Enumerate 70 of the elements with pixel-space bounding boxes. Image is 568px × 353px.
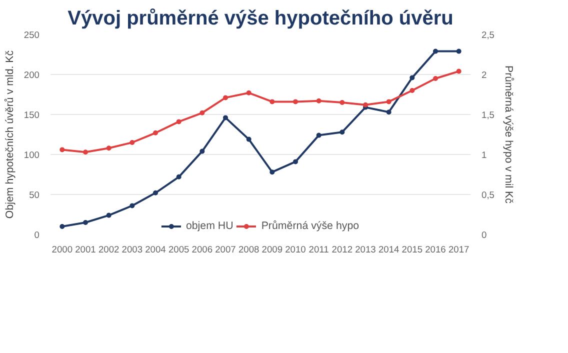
- x-tick-label: 2002: [98, 244, 120, 254]
- point: [130, 140, 135, 145]
- y-tick-label: 50: [29, 190, 40, 200]
- y2-tick-label: 2: [482, 70, 487, 80]
- legend-label: Průměrná výše hypo: [261, 220, 360, 232]
- point: [433, 48, 438, 54]
- x-tick-label: 2007: [215, 244, 236, 254]
- x-tick-label: 2000: [52, 244, 73, 254]
- y2-tick-label: 0,5: [482, 190, 494, 200]
- point: [130, 203, 135, 208]
- y2-tick-label: 2,5: [482, 30, 494, 40]
- y-tick-label: 150: [24, 110, 40, 120]
- point: [293, 99, 298, 104]
- x-tick-label: 2012: [332, 244, 353, 254]
- legend-label: objem HU: [186, 220, 234, 232]
- x-tick-label: 2008: [238, 244, 260, 254]
- point: [270, 170, 275, 175]
- y-tick-label: 200: [24, 70, 40, 80]
- x-tick-label: 2006: [192, 244, 213, 254]
- point: [176, 174, 182, 180]
- point: [456, 48, 462, 54]
- x-tick-label: 2014: [378, 244, 400, 254]
- x-tick-label: 2011: [308, 244, 329, 254]
- y-tick-label: 0: [34, 230, 40, 240]
- x-tick-label: 2004: [145, 244, 166, 254]
- point: [340, 100, 345, 105]
- x-tick-label: 2003: [122, 244, 143, 254]
- x-tick-label: 2017: [448, 244, 470, 254]
- point: [106, 212, 112, 218]
- chart-title: Vývoj průměrné výše hypotečního úvěru: [68, 8, 454, 30]
- x-tick-label: 2009: [262, 244, 283, 254]
- point: [363, 102, 368, 108]
- x-tick-label: 2016: [425, 244, 446, 254]
- y-tick-label: 250: [24, 30, 40, 40]
- y-tick-label: 100: [24, 150, 40, 160]
- point: [106, 146, 112, 151]
- x-tick-label: 2013: [355, 244, 376, 254]
- x-tick-label: 2015: [402, 244, 423, 254]
- y2-axis-title: Průměrná výše hypo v mil Kč: [502, 66, 514, 204]
- point: [246, 90, 252, 96]
- y2-tick-label: 1: [482, 150, 487, 160]
- point: [316, 98, 322, 104]
- point: [410, 88, 415, 93]
- x-tick-label: 2001: [75, 244, 96, 254]
- point: [246, 136, 252, 142]
- point: [153, 130, 158, 136]
- point: [83, 150, 88, 155]
- point: [200, 148, 205, 154]
- point: [340, 130, 345, 135]
- point: [433, 76, 438, 81]
- y2-tick-label: 1,5: [482, 110, 494, 120]
- point: [176, 119, 182, 124]
- point: [456, 68, 462, 74]
- point: [153, 190, 158, 196]
- point: [60, 147, 65, 152]
- point: [223, 115, 228, 120]
- point: [223, 95, 228, 100]
- point: [316, 132, 322, 138]
- point: [293, 159, 298, 164]
- point: [200, 110, 205, 116]
- x-tick-label: 2005: [168, 244, 190, 254]
- point: [410, 75, 415, 80]
- point: [386, 110, 392, 115]
- point: [386, 99, 392, 104]
- point: [60, 224, 65, 229]
- x-tick-label: 2010: [285, 244, 306, 254]
- point: [83, 220, 88, 225]
- y-axis-title: Objem hypotečních úvěrů v mld. Kč: [4, 50, 16, 219]
- y2-tick-label: 0: [482, 230, 487, 240]
- point: [270, 99, 275, 104]
